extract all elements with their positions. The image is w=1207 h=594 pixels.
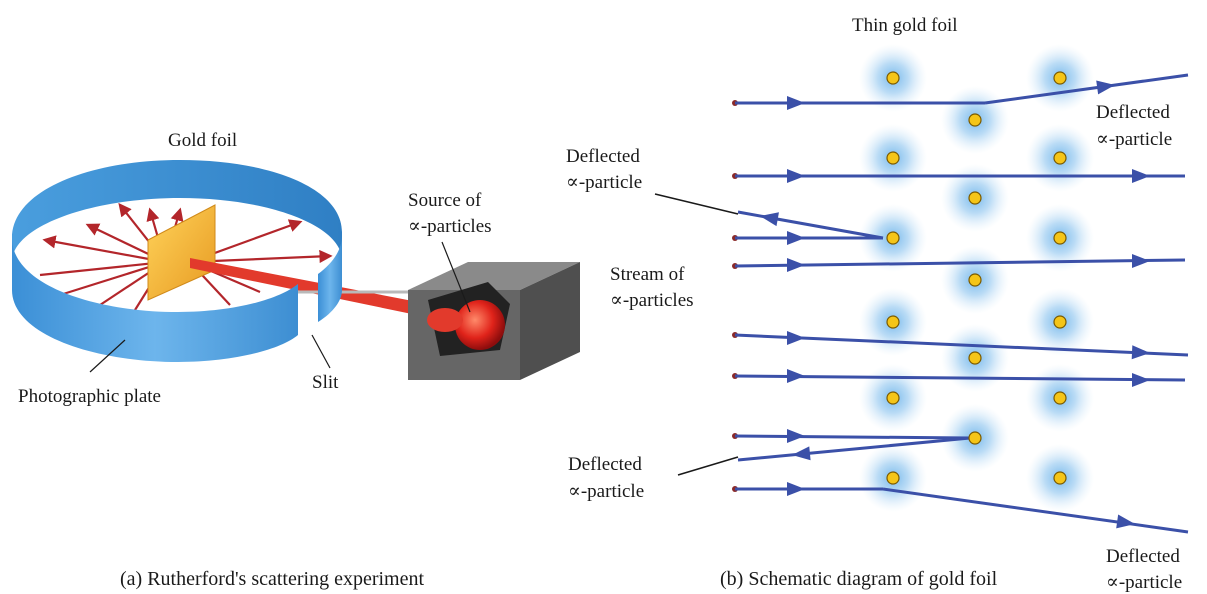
path-arrowhead [787, 258, 805, 272]
gold-nucleus [968, 191, 982, 205]
gold-nucleus [1053, 391, 1067, 405]
gold-nucleus [1053, 315, 1067, 329]
label-deflected-right-bottom-2: ∝-particle [1106, 572, 1182, 593]
particle-path [737, 210, 884, 240]
plate-ring-right-piece [318, 236, 342, 322]
path-arrowhead [787, 369, 805, 383]
path-arrowhead [787, 331, 805, 345]
leader-deflected-left-top [654, 193, 739, 215]
gold-nucleus [1053, 151, 1067, 165]
gold-nucleus [968, 273, 982, 287]
gold-nucleus [968, 113, 982, 127]
path-arrowhead [787, 482, 805, 496]
path-arrowhead [1131, 345, 1150, 360]
path-arrowhead [1132, 373, 1150, 387]
label-stream-1: Stream of [610, 264, 685, 285]
alpha-source-box [408, 262, 580, 380]
photographic-plate [12, 238, 298, 362]
particle-path [734, 374, 1186, 382]
particle-path [882, 487, 1189, 534]
gold-nucleus [1053, 471, 1067, 485]
label-deflected-left-bottom-1: Deflected [568, 454, 642, 475]
path-arrowhead [1132, 169, 1150, 183]
path-arrowhead [787, 231, 805, 245]
label-deflected-left-bottom-2: ∝-particle [568, 481, 644, 502]
leader-deflected-left-bottom [677, 456, 739, 476]
panel-a-apparatus: Gold foil Source of ∝-particles Photogra… [12, 130, 580, 590]
leader-slit [311, 334, 331, 369]
gold-nucleus [968, 431, 982, 445]
gold-nuclei [886, 71, 1067, 485]
label-deflected-right-bottom-1: Deflected [1106, 546, 1180, 567]
label-photographic-plate: Photographic plate [18, 386, 161, 407]
path-arrowhead [760, 212, 779, 227]
leader-source [441, 241, 471, 313]
title-thin-gold-foil: Thin gold foil [852, 15, 958, 36]
plate-ring-back [12, 160, 342, 262]
gold-nucleus [886, 231, 900, 245]
gold-nucleus [1053, 231, 1067, 245]
path-arrowhead [1096, 80, 1115, 95]
label-deflected-left-top-1: Deflected [566, 146, 640, 167]
gold-nucleus [968, 351, 982, 365]
label-source-line1: Source of [408, 190, 482, 211]
path-arrowhead [1116, 514, 1135, 529]
label-deflected-left-top-2: ∝-particle [566, 172, 642, 193]
gold-nucleus [886, 315, 900, 329]
label-slit: Slit [312, 372, 339, 393]
leader-plate [89, 339, 126, 373]
path-arrowhead [787, 96, 805, 110]
gold-nucleus [886, 391, 900, 405]
particle-path [737, 436, 971, 462]
label-stream-2: ∝-particles [610, 290, 694, 311]
label-deflected-right-top-1: Deflected [1096, 102, 1170, 123]
label-source-line2: ∝-particles [408, 216, 492, 237]
gold-nucleus [886, 471, 900, 485]
particle-path [734, 434, 971, 440]
path-arrowhead [792, 446, 811, 461]
particle-paths [732, 73, 1189, 534]
gold-nucleus [886, 71, 900, 85]
path-arrowhead [1132, 254, 1150, 268]
label-deflected-right-top-2: ∝-particle [1096, 129, 1172, 150]
path-arrowhead [787, 169, 805, 183]
caption-a: (a) Rutherford's scattering experiment [120, 568, 424, 590]
caption-b: (b) Schematic diagram of gold foil [720, 568, 998, 590]
particle-path [734, 333, 1189, 357]
gold-nucleus [1053, 71, 1067, 85]
panel-b-schematic: Thin gold foil Deflected ∝-particle Defl… [566, 15, 1189, 593]
path-arrowhead [787, 429, 805, 443]
label-gold-foil: Gold foil [168, 130, 237, 151]
particle-path [734, 258, 1186, 268]
particle-path [984, 73, 1189, 105]
gold-nucleus [886, 151, 900, 165]
radioactive-source [455, 300, 505, 350]
